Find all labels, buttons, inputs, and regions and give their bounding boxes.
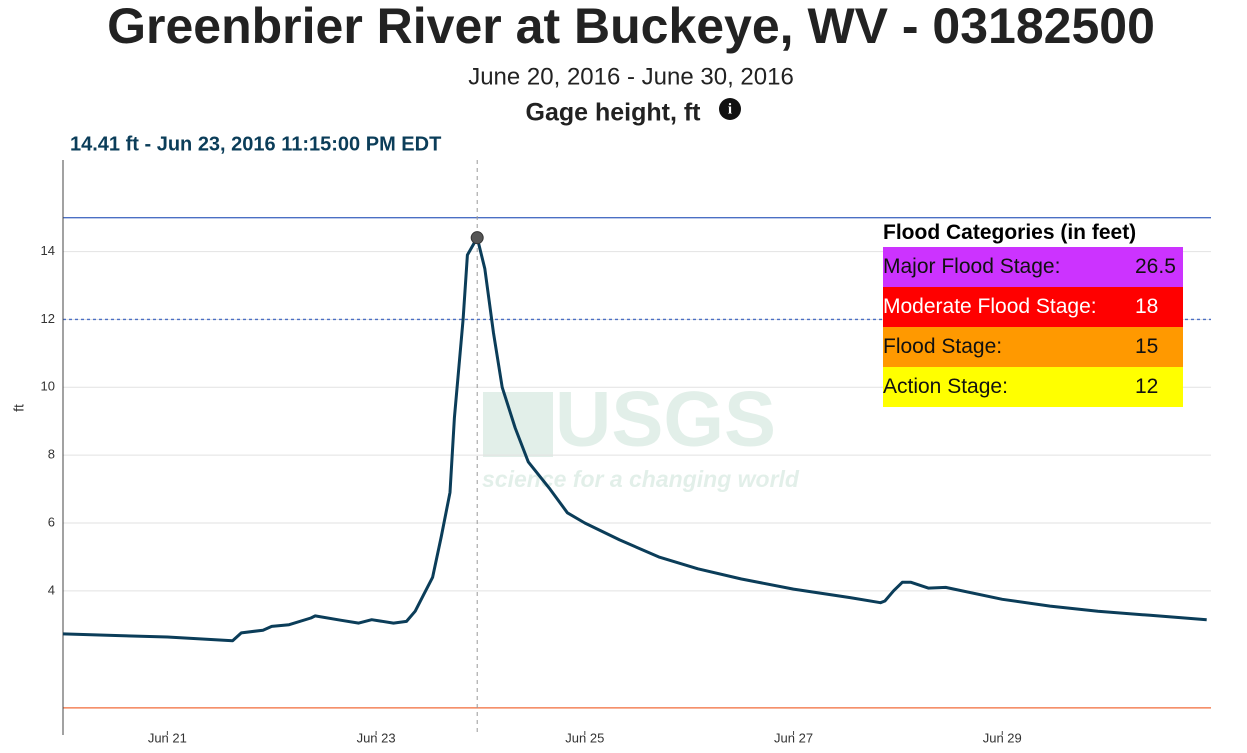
table-row: Flood Stage: 15 (883, 327, 1183, 367)
hover-label: 14.41 ft - Jun 23, 2016 11:15:00 PM EDT (70, 133, 441, 155)
chart-title: Greenbrier River at Buckeye, WV - 031825… (107, 0, 1155, 54)
data-line (62, 236, 1207, 643)
y-tick-label: 14 (41, 243, 55, 258)
table-row: Action Stage: 12 (883, 367, 1183, 407)
table-title: Flood Categories (in feet) (883, 221, 1137, 244)
x-tick-label: Jun 27 (774, 730, 813, 745)
y-tick-label: 10 (41, 379, 55, 394)
series-title: Gage height, ft (526, 99, 702, 127)
table-row: Major Flood Stage: 26.5 (883, 247, 1183, 287)
svg-text:i: i (728, 101, 732, 117)
row-value: 12 (1135, 375, 1159, 398)
watermark-tagline: science for a changing world (482, 466, 800, 492)
y-tick-label: 8 (48, 447, 55, 462)
row-label: Action Stage: (883, 375, 1008, 398)
x-tick-label: Jun 21 (148, 730, 187, 745)
flood-table: Flood Categories (in feet) Major Flood St… (883, 218, 1183, 407)
watermark: USGS science for a changing world (482, 375, 800, 492)
x-tick-label: Jun 25 (565, 730, 604, 745)
row-value: 18 (1135, 295, 1159, 318)
hover-point (470, 231, 484, 245)
y-tick-label: 6 (48, 514, 55, 529)
table-row: Moderate Flood Stage: 18 (883, 287, 1183, 327)
row-label: Flood Stage: (883, 335, 1003, 358)
y-tick-label: 12 (41, 311, 55, 326)
row-value: 15 (1135, 335, 1159, 358)
x-tick-label: Jun 23 (357, 730, 396, 745)
row-value: 26.5 (1135, 255, 1176, 278)
x-tick-label: Jun 29 (983, 730, 1022, 745)
y-axis-label: ft (11, 404, 27, 412)
row-label: Major Flood Stage: (883, 255, 1061, 278)
watermark-logo: USGS (555, 375, 776, 463)
y-tick-label: 4 (48, 582, 55, 597)
row-label: Moderate Flood Stage: (883, 295, 1097, 318)
subtitle: June 20, 2016 - June 30, 2016 (468, 63, 794, 90)
info-icon[interactable]: i (719, 98, 741, 120)
